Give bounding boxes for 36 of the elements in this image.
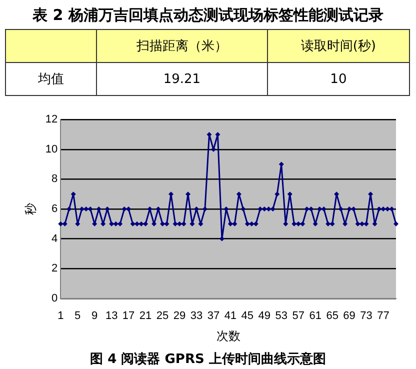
x-tick-label: 37: [207, 310, 220, 322]
x-tick-label: 73: [360, 310, 372, 322]
y-tick-label: 2: [52, 262, 58, 275]
x-tick-label: 57: [292, 310, 304, 322]
x-tick-label: 61: [309, 310, 322, 322]
x-tick-label: 77: [377, 310, 390, 322]
x-axis-title: 次数: [216, 329, 240, 344]
text: 读取时间(秒): [267, 30, 410, 62]
x-tick-label: 1: [58, 310, 64, 322]
x-tick-label: 25: [156, 310, 169, 322]
x-tick-label: 5: [74, 310, 81, 322]
text: 均值: [6, 62, 96, 96]
text: 图 4 阅读器 GPRS 上传时间曲线示意图: [89, 350, 327, 368]
y-tick-label: 8: [52, 173, 58, 186]
text: 表 2 杨浦万吉回填点动态测试现场标签性能测试记录: [32, 6, 384, 25]
y-tick-label: 6: [52, 203, 58, 216]
x-tick-label: 53: [275, 310, 288, 322]
text: 扫描距离（米）: [96, 30, 268, 62]
text: 10: [267, 62, 410, 96]
x-tick-label: 65: [326, 310, 338, 322]
x-tick-label: 21: [139, 310, 152, 322]
x-tick-label: 29: [173, 310, 186, 322]
x-tick-label: 17: [122, 310, 135, 322]
x-tick-label: 13: [105, 310, 118, 322]
y-tick-label: 10: [45, 143, 58, 156]
y-tick-label: 12: [45, 114, 58, 126]
y-tick-label: 4: [52, 232, 58, 245]
x-tick-label: 49: [258, 310, 271, 322]
x-tick-label: 9: [92, 310, 98, 322]
x-tick-label: 33: [190, 310, 203, 322]
x-tick-label: 69: [343, 310, 356, 322]
text: 19.21: [96, 62, 268, 96]
y-tick-label: 0: [52, 292, 58, 304]
x-tick-label: 45: [241, 310, 254, 322]
x-tick-label: 41: [224, 310, 237, 322]
y-axis-title: 秒: [24, 203, 38, 215]
